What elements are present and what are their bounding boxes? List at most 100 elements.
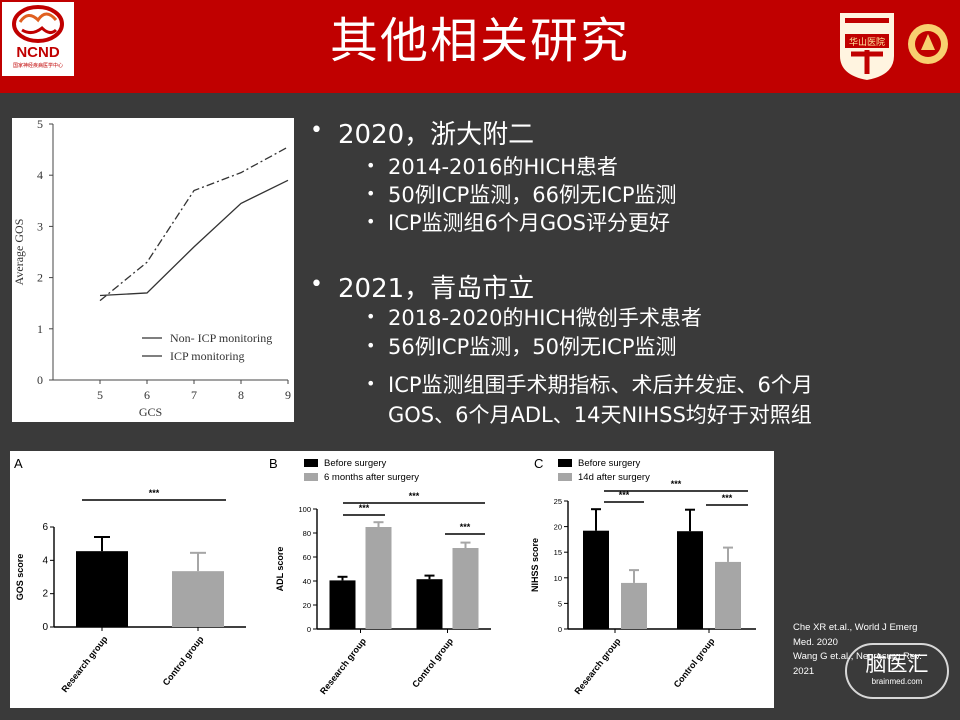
y-tick-label: 6 bbox=[42, 522, 48, 533]
legend-label: 6 months after surgery bbox=[324, 472, 419, 483]
legend-swatch bbox=[304, 459, 318, 467]
y-tick-label: 60 bbox=[303, 553, 311, 562]
significance-label: *** bbox=[149, 488, 160, 498]
significance-label: *** bbox=[409, 491, 420, 501]
reference-line: 2021 bbox=[793, 665, 815, 677]
y-tick-label: 5 bbox=[558, 599, 562, 608]
panel-label: A bbox=[14, 456, 23, 471]
bullet-2-sub-3-cont: GOS、6个月ADL、14天NIHSS均好于对照组 bbox=[388, 403, 812, 427]
y-tick-label: 10 bbox=[554, 574, 562, 583]
bullet-dot: • bbox=[366, 336, 376, 355]
bar bbox=[76, 551, 128, 627]
logo-subtext: 国家神经疾病医学中心 bbox=[12, 63, 63, 69]
panel-label: B bbox=[269, 456, 278, 471]
legend-label: Non- ICP monitoring bbox=[170, 331, 272, 345]
y-tick-label: 2 bbox=[37, 271, 43, 285]
bar bbox=[365, 527, 392, 629]
legend-label: ICP monitoring bbox=[170, 349, 245, 363]
y-tick-label: 4 bbox=[37, 168, 43, 182]
logo-text: NCND bbox=[16, 44, 60, 61]
y-axis-label: Average GOS bbox=[12, 219, 26, 286]
x-tick-label: Research group bbox=[318, 636, 368, 697]
y-tick-label: 1 bbox=[37, 322, 43, 336]
x-axis-label: GCS bbox=[139, 405, 162, 419]
x-tick-label: 7 bbox=[191, 388, 197, 402]
bullet-dot: • bbox=[366, 184, 376, 203]
legend-swatch bbox=[558, 473, 572, 481]
y-tick-label: 100 bbox=[298, 505, 311, 514]
y-tick-label: 0 bbox=[558, 625, 562, 634]
y-tick-label: 20 bbox=[554, 523, 562, 532]
bullet-1-sub-2: 50例ICP监测，66例无ICP监测 bbox=[388, 183, 677, 207]
x-tick-label: Control group bbox=[672, 636, 717, 690]
bar bbox=[416, 579, 443, 629]
y-tick-label: 0 bbox=[42, 622, 48, 633]
gcs-line-chart: 0 1 2 3 4 5 5 6 7 8 9 GCS Average GOS Non- ICP monito… bbox=[12, 117, 291, 419]
y-tick-label: 40 bbox=[303, 577, 311, 586]
bar bbox=[329, 580, 356, 629]
y-tick-label: 2 bbox=[42, 589, 48, 600]
y-tick-label: 0 bbox=[37, 373, 43, 387]
bullet-2: 2021，青岛市立 bbox=[338, 274, 535, 304]
x-tick-label: 9 bbox=[285, 388, 291, 402]
x-tick-label: Research group bbox=[573, 636, 623, 697]
x-tick-label: 8 bbox=[238, 388, 244, 402]
crest-text: 华山医院 bbox=[849, 36, 885, 48]
series-line-2 bbox=[99, 146, 289, 302]
x-tick-label: Control group bbox=[161, 634, 206, 688]
bullet-dot: • bbox=[310, 118, 323, 143]
y-tick-label: 0 bbox=[307, 625, 311, 634]
brain-icon bbox=[12, 5, 64, 43]
bullet-2-sub-1: 2018-2020的HICH微创手术患者 bbox=[388, 306, 702, 330]
bullet-2-sub-2: 56例ICP监测，50例无ICP监测 bbox=[388, 335, 677, 359]
y-tick-label: 15 bbox=[554, 548, 562, 557]
bullet-dot: • bbox=[366, 307, 376, 326]
x-tick-label: 5 bbox=[97, 388, 103, 402]
title-bar bbox=[0, 0, 960, 93]
slide-title: 其他相关研究 bbox=[329, 13, 630, 69]
watermark-url: brainmed.com bbox=[871, 677, 923, 686]
bar bbox=[715, 561, 741, 629]
gcs-line-chart-panel: 0 1 2 3 4 5 5 6 7 8 9 GCS Average GOS Non- ICP monito… bbox=[12, 117, 294, 422]
legend-swatch bbox=[558, 459, 572, 467]
bullet-1-sub-1: 2014-2016的HICH患者 bbox=[388, 155, 618, 179]
legend-label: Before surgery bbox=[578, 458, 641, 469]
watermark-text: 脑医汇 bbox=[865, 652, 929, 676]
gos-bar-chart: A 0 2 4 6 GOS score Research group Control grou… bbox=[14, 456, 246, 695]
bullet-dot: • bbox=[366, 374, 376, 393]
legend-label: Before surgery bbox=[324, 458, 387, 469]
y-axis-label: ADL score bbox=[275, 547, 285, 592]
bullet-dot: • bbox=[366, 156, 376, 175]
reference-line: Med. 2020 bbox=[793, 636, 838, 648]
significance-label: *** bbox=[460, 522, 471, 532]
bullet-1-sub-3: ICP监测组6个月GOS评分更好 bbox=[388, 211, 671, 235]
y-tick-label: 5 bbox=[37, 118, 43, 131]
x-tick-label: Control group bbox=[410, 636, 455, 690]
legend-label: 14d after surgery bbox=[578, 472, 650, 483]
bar bbox=[583, 530, 609, 629]
bullet-2-sub-3: ICP监测组围手术期指标、术后并发症、6个月 bbox=[388, 373, 813, 397]
significance-label: *** bbox=[722, 493, 733, 503]
significance-label: *** bbox=[359, 503, 370, 513]
bar-charts-panel: A 0 2 4 6 GOS score Research group Control grou… bbox=[10, 451, 774, 708]
y-axis-label: GOS score bbox=[15, 554, 25, 601]
university-crest-icon: 华山医院 bbox=[838, 11, 896, 82]
bar bbox=[452, 548, 479, 629]
y-tick-label: 3 bbox=[37, 219, 43, 233]
adl-bar-chart: B 0 20 40 60 80 100 ADL score Research group Cont… bbox=[269, 456, 491, 697]
significance-label: *** bbox=[671, 479, 682, 489]
x-tick-label: Research group bbox=[60, 634, 110, 695]
bullet-dot: • bbox=[310, 272, 323, 297]
y-axis-label: NIHSS score bbox=[530, 538, 540, 592]
bar bbox=[621, 582, 647, 629]
y-tick-label: 25 bbox=[554, 497, 562, 506]
y-tick-label: 4 bbox=[42, 555, 48, 566]
reference-line: Che XR et.al., World J Emerg bbox=[793, 622, 918, 633]
significance-label: *** bbox=[619, 490, 630, 500]
bullet-dot: • bbox=[366, 212, 376, 231]
ncnd-logo: NCND 国家神经疾病医学中心 bbox=[2, 2, 74, 76]
legend-swatch bbox=[304, 473, 318, 481]
y-tick-label: 20 bbox=[303, 601, 311, 610]
bullet-1: 2020，浙大附二 bbox=[338, 120, 535, 150]
nihss-bar-chart: C 0 5 10 15 20 25 NIHSS score Research group Cont… bbox=[530, 456, 756, 697]
